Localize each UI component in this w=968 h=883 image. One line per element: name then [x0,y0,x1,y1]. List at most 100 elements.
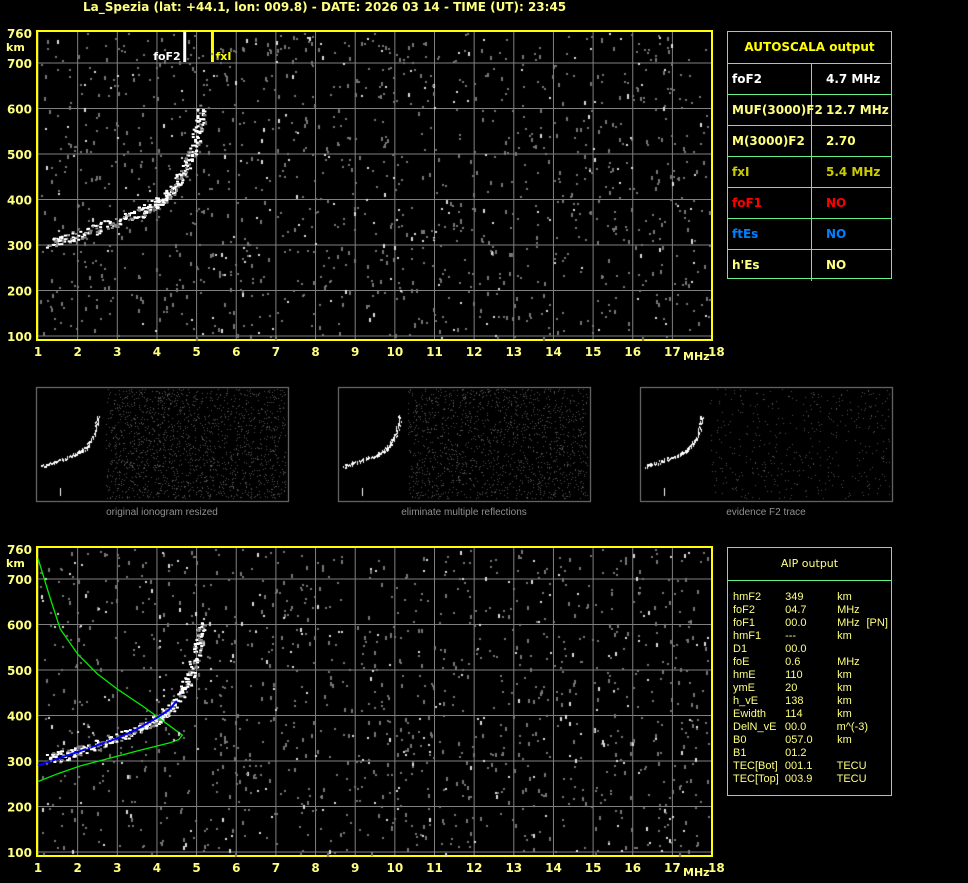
autoscala-header: AUTOSCALA output [728,32,891,64]
aip-cell: MHz [837,656,860,668]
param-value: NO [826,258,847,272]
f2-trace-point [199,635,203,638]
f2-trace-point [119,218,123,221]
aip-cell [866,604,891,617]
f2-trace-point [156,203,160,206]
f2-trace-point [173,194,177,197]
aip-cell: MHz [837,617,860,629]
f2-trace-point [198,651,202,654]
f2-trace-point [75,236,79,239]
param-value: 2.70 [826,134,856,148]
f2-trace-point [76,746,80,749]
aip-cell: km [837,669,852,681]
f2-trace-point [177,693,181,696]
f2-trace-point [154,722,158,725]
x-tick-label: 14 [545,861,562,875]
aip-row: ymE 20 km [728,682,891,695]
f2-trace-point [185,680,189,683]
aip-cell [837,643,866,656]
f2-trace-point [165,189,169,192]
aip-cell: 04.7 [785,604,807,616]
f2-trace-point [129,734,133,737]
param-name: foF1 [728,188,812,218]
f2-trace-point [200,622,204,625]
f2-trace-point [115,733,119,736]
x-tick-label: 9 [351,861,359,875]
f2-trace-point [200,647,204,650]
f2-trace-point [91,747,95,750]
f2-trace-point [193,144,197,147]
f2-trace-point [99,230,103,233]
f2-trace-point [106,227,110,230]
autoscala-row: fxI 5.4 MHz [728,157,891,188]
x-tick-label: 11 [426,861,443,875]
x-tick-label: 8 [311,861,319,875]
f2-trace-point [161,716,165,719]
f2-trace-point [94,224,98,227]
f2-trace-point [83,236,87,239]
autoscala-row: M(3000)F2 2.70 [728,126,891,157]
f2-trace-point [79,752,83,755]
f2-trace-point [173,710,177,713]
f2-trace-point [63,238,67,241]
aip-cell: B1 [733,747,747,759]
aip-cell [866,591,891,604]
x-tick-label: 14 [545,345,562,359]
x-tick-label: 13 [505,345,522,359]
thumb-caption: evidence F2 trace [726,507,806,518]
f2-trace-point [74,232,78,235]
f2-trace-point [114,217,118,220]
aip-cell: MHz [837,604,860,616]
aip-cell: km [837,708,852,720]
f2-trace-point [53,760,57,763]
f2-trace-point [179,170,183,173]
f2-trace-point [161,203,165,206]
f2-trace-point [67,757,71,760]
aip-cell: [PN] [866,617,888,629]
y-tick-label: 500 [7,148,32,162]
x-tick-label: 3 [113,345,121,359]
f2-trace-point [98,232,102,235]
f2-trace-point [156,206,160,209]
f2-trace-point [171,707,175,710]
f2-trace-point [81,745,85,748]
aip-cell [866,643,891,656]
f2-trace-point [148,205,152,208]
f2-trace-point [157,201,161,204]
aip-cell [866,682,891,695]
f2-trace-point [194,155,198,158]
f2-trace-point [167,704,171,707]
f2-trace-point [194,645,198,648]
x-tick-label: 13 [505,861,522,875]
aip-row: B1 01.2 [728,747,891,760]
f2-trace-point [45,753,49,756]
y-tick-label: 200 [7,285,32,299]
f2-trace-point [148,723,152,726]
f2-trace-point [103,220,107,223]
f2-trace-point [158,720,162,723]
autoscala-row: foF2 4.7 MHz [728,64,891,95]
aip-cell: 114 [785,708,803,720]
f2-trace-point [177,184,181,187]
f2-trace-point [63,234,67,237]
y-tick-label: 300 [7,755,32,769]
aip-cell: hmF1 [733,630,762,642]
f2-trace-point [109,224,113,227]
f2-trace-point [45,246,49,249]
x-tick-label: 15 [585,345,602,359]
aip-cell: hmE [733,669,756,681]
f2-trace-point [196,116,200,119]
f2-trace-point [184,157,188,160]
autoscala-output-table: AUTOSCALA output foF2 4.7 MHz MUF(3000)F2 1… [727,31,892,281]
f2-trace-point [193,642,197,645]
f2-trace-point [99,226,103,229]
plot-border [36,546,713,857]
f2-trace-point [104,743,108,746]
f2-trace-point [186,164,190,167]
aip-cell: Ewidth [733,708,767,720]
y-tick-label: 400 [7,194,32,208]
aip-cell [866,656,891,669]
f2-trace-point [195,150,199,153]
f2-trace-point [95,227,99,230]
f2-trace-point [161,199,165,202]
